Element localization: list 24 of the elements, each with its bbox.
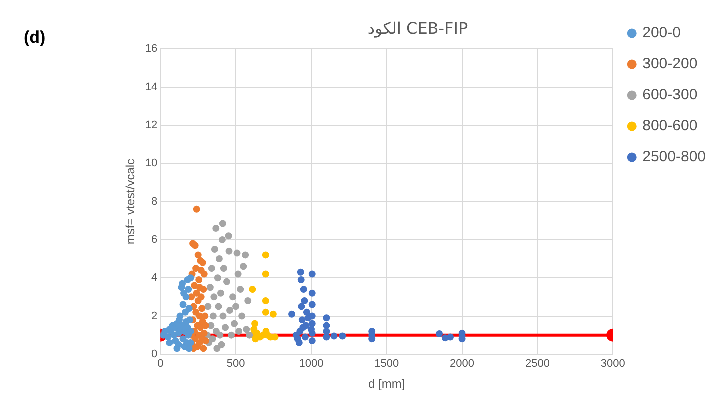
legend-label: 800-600 (642, 118, 698, 135)
x-tick-label: 2000 (450, 358, 475, 370)
y-tick-label: 4 (152, 272, 158, 284)
y-tick-label: 0 (152, 348, 158, 360)
y-axis-title: msf= vtest/vcalc (124, 158, 138, 245)
text: (d) (24, 28, 46, 48)
legend-label: 600-300 (642, 86, 698, 104)
legend-label: 2500-800 (642, 148, 706, 166)
x-tick-label: 2500 (525, 358, 550, 370)
x-axis-title: d [mm] (368, 377, 406, 392)
y-tick-label: 8 (152, 196, 158, 208)
y-tick-label: 12 (145, 120, 158, 132)
legend-label: 200-0 (642, 24, 681, 42)
x-tick-label: 3000 (600, 358, 626, 370)
y-tick-label: 6 (152, 234, 158, 246)
chart-title: الكود CEB-FIP (368, 18, 468, 38)
legend-label: 300-200 (642, 56, 698, 73)
y-tick-label: 14 (145, 81, 158, 94)
x-tick-label: 1000 (299, 358, 324, 370)
y-tick-label: 10 (145, 158, 158, 170)
y-tick-label: 2 (152, 310, 158, 322)
y-tick-label: 16 (145, 43, 158, 56)
x-tick-label: 1500 (374, 358, 400, 370)
x-tick-label: 500 (226, 358, 246, 370)
